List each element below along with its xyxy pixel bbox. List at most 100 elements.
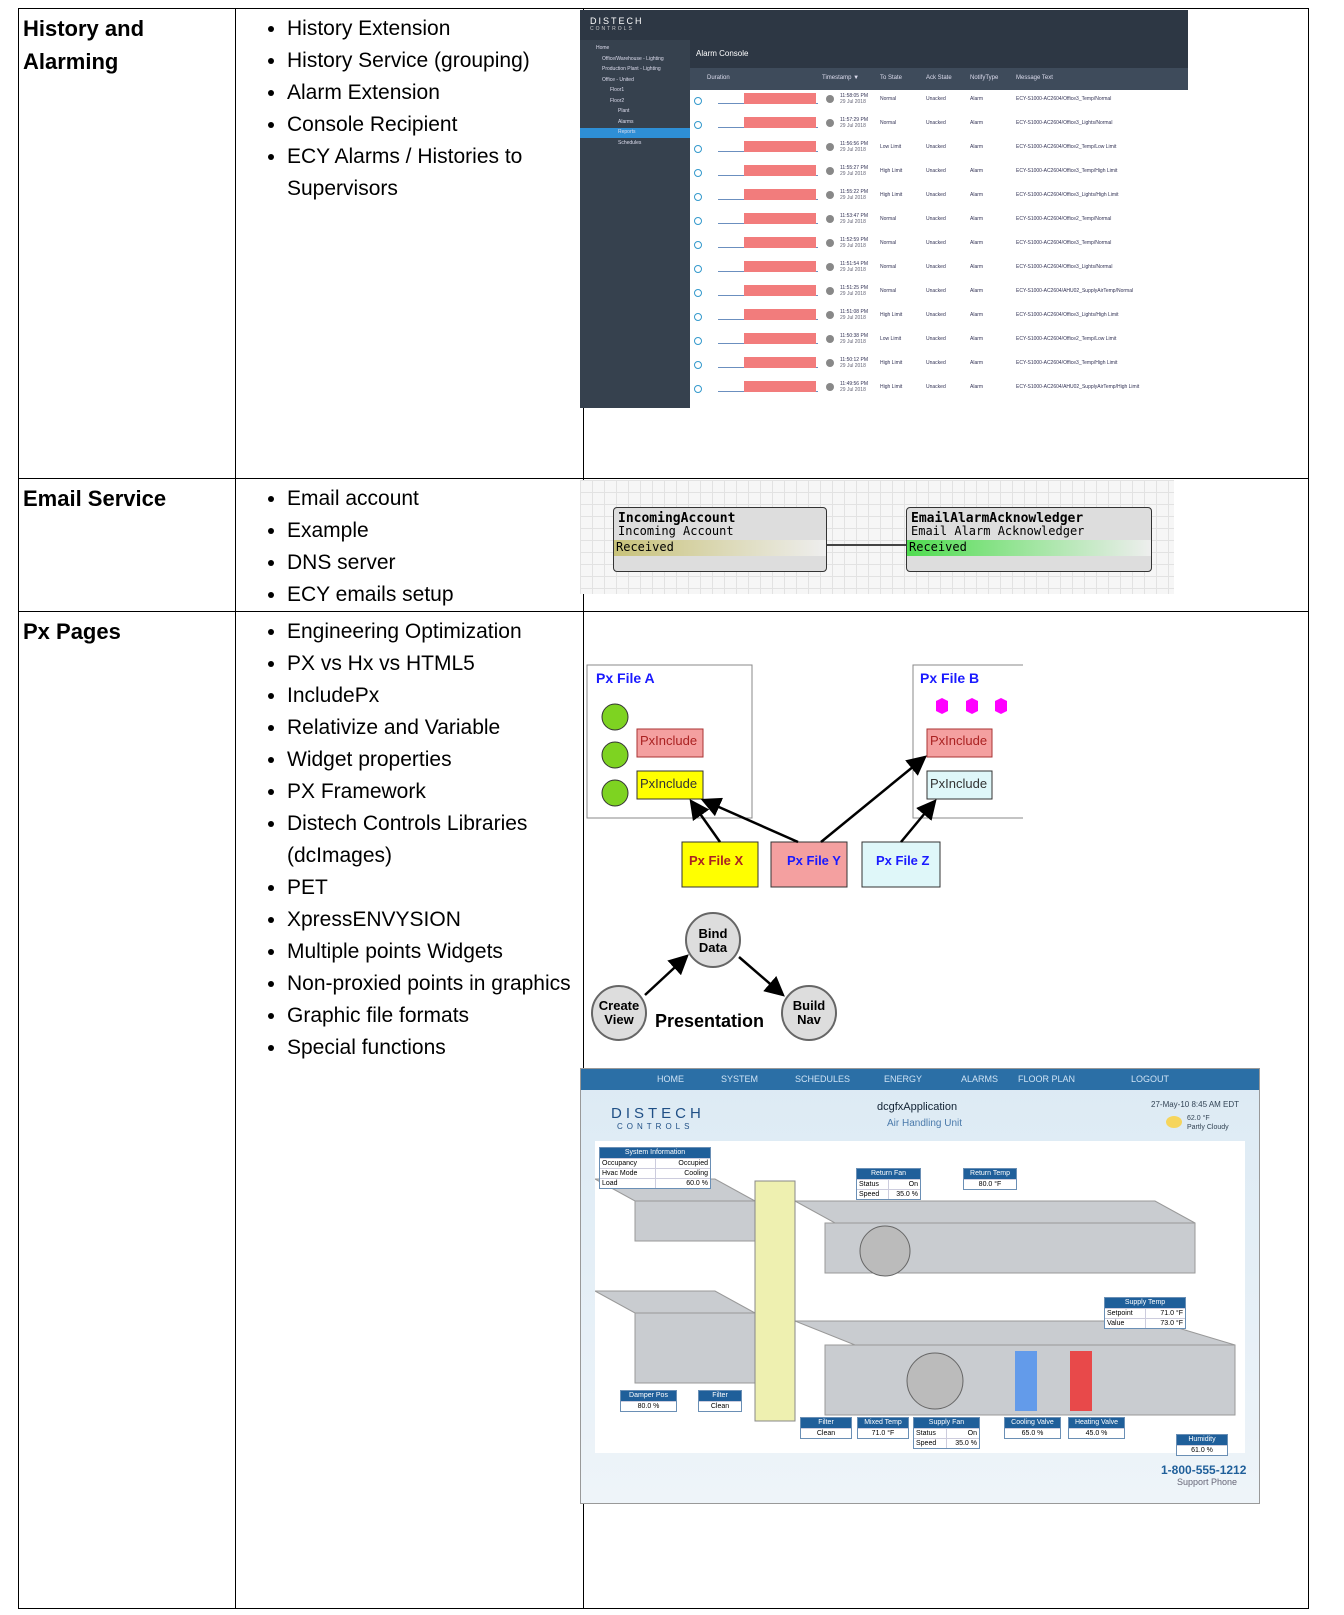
status-icon	[694, 265, 702, 273]
status-icon	[694, 289, 702, 297]
duration-bar	[744, 93, 816, 104]
nav-link: FLOOR PLAN	[1018, 1074, 1076, 1084]
panel-cell: 65.0 %	[1005, 1428, 1060, 1438]
panel-row: Clean	[801, 1428, 851, 1438]
alarm-time: 11:57:29 PM	[840, 117, 868, 123]
panel-cell: Hvac Mode	[600, 1168, 655, 1178]
row-heading: History and Alarming	[18, 8, 236, 479]
alarm-state: Normal	[880, 288, 897, 294]
logo: DISTECH	[611, 1105, 705, 1122]
node-type: Incoming Account	[618, 524, 734, 538]
alarm-time: 11:55:27 PM	[840, 165, 868, 171]
column-header: Duration	[707, 75, 730, 81]
panel-cell: 60.0 %	[654, 1178, 710, 1188]
logo-sub: CONTROLS	[617, 1122, 694, 1131]
source-label: Px File X	[689, 853, 744, 868]
alarm-time: 11:55:22 PM	[840, 189, 868, 195]
alarm-message: ECY-S1000-AC2604/Office3_Lights/Normal	[1016, 120, 1113, 126]
status-icon	[694, 313, 702, 321]
alarm-ack: Unacked	[926, 144, 946, 150]
alarm-time: 11:56:56 PM	[840, 141, 868, 147]
alarm-state: Low Limit	[880, 144, 902, 150]
weather-icon	[1166, 1116, 1182, 1128]
duration-bar	[744, 189, 816, 200]
data-panel: Return Temp 80.0 °F	[963, 1168, 1017, 1190]
status-icon	[694, 361, 702, 369]
topic-item: Widget properties	[287, 744, 583, 776]
panel-cell: Occupancy	[600, 1158, 655, 1168]
data-panel: Mixed Temp 71.0 °F	[857, 1417, 909, 1439]
duration-bar	[744, 309, 816, 320]
topic-item: Non-proxied points in graphics	[287, 968, 583, 1000]
panel-cell: 80.0 %	[621, 1401, 676, 1411]
topic-item: PX vs Hx vs HTML5	[287, 648, 583, 680]
alarm-state: High Limit	[880, 168, 903, 174]
ahu-screenshot: HOME SYSTEM SCHEDULES ENERGY ALARMS FLOOR PLA…	[580, 1068, 1260, 1504]
alarm-ack: Unacked	[926, 168, 946, 174]
alarm-ack: Unacked	[926, 288, 946, 294]
panel-row: 65.0 %	[1005, 1428, 1060, 1438]
panel-title: Return Temp	[964, 1169, 1016, 1179]
panel-title: Heating Valve	[1069, 1418, 1124, 1428]
status-icon	[694, 217, 702, 225]
panel-row: 80.0 %	[621, 1401, 676, 1411]
topic-item: IncludePx	[287, 680, 583, 712]
alarm-time: 11:51:08 PM	[840, 309, 868, 315]
topic-item: ECY Alarms / Histories to Supervisors	[287, 141, 583, 205]
status-icon	[694, 385, 702, 393]
panel-title: Supply Temp	[1105, 1298, 1185, 1308]
column-header: Ack State	[926, 75, 952, 81]
alarm-ack: Unacked	[926, 120, 946, 126]
data-panel: Filter Clean	[698, 1390, 742, 1412]
panel-cell: Cooling	[654, 1168, 710, 1178]
data-panel: Return Fan Status On Speed 35.0 %	[856, 1168, 921, 1200]
topic-item: DNS server	[287, 547, 583, 579]
data-panel: Heating Valve 45.0 %	[1068, 1417, 1125, 1439]
panel-row: Speed 35.0 %	[914, 1438, 979, 1448]
alarm-icon	[826, 311, 834, 319]
status-icon	[694, 169, 702, 177]
alarm-message: ECY-S1000-AC2604/Office2_Temp/Low Limit	[1016, 144, 1117, 150]
alarm-message: ECY-S1000-AC2604/AHU02_SupplyAirTemp/Nor…	[1016, 288, 1134, 294]
topic-list: Email accountExampleDNS serverECY emails…	[236, 483, 583, 611]
alarm-icon	[826, 215, 834, 223]
alarm-notify: Alarm	[970, 264, 984, 270]
topic-item: PX Framework	[287, 776, 583, 808]
panel-cell: Value	[1105, 1318, 1145, 1328]
alarm-time: 11:50:12 PM	[840, 357, 868, 363]
wiresheet-node: EmailAlarmAcknowledger Email Alarm Acknow…	[906, 507, 1152, 572]
topic-item: XpressENVYSION	[287, 904, 583, 936]
panel-cell: 71.0 °F	[1144, 1308, 1185, 1318]
nav-link: ENERGY	[884, 1074, 923, 1084]
alarm-date: 29 Jul 2018	[840, 123, 866, 129]
panel-cell: 73.0 °F	[1144, 1318, 1185, 1328]
alarm-notify: Alarm	[970, 384, 984, 390]
app-subtitle: Air Handling Unit	[887, 1118, 963, 1129]
slot-bar	[907, 540, 1151, 556]
alarm-message: ECY-S1000-AC2604/Office2_Temp/Normal	[1016, 216, 1112, 222]
alarm-message: ECY-S1000-AC2604/AHU02_SupplyAirTemp/Hig…	[1016, 384, 1140, 390]
panel-cell: 61.0 %	[1177, 1445, 1227, 1455]
wiresheet-node: IncomingAccount Incoming Account Received	[613, 507, 827, 572]
alarm-notify: Alarm	[970, 288, 984, 294]
alarm-date: 29 Jul 2018	[840, 171, 866, 177]
alarm-notify: Alarm	[970, 96, 984, 102]
alarm-notify: Alarm	[970, 360, 984, 366]
topic-item: Graphic file formats	[287, 1000, 583, 1032]
support-phone: 1-800-555-1212	[1161, 1463, 1247, 1477]
alarm-ack: Unacked	[926, 264, 946, 270]
topic-item: Special functions	[287, 1032, 583, 1064]
panel-row: Speed 35.0 %	[857, 1189, 920, 1199]
alarm-message: ECY-S1000-AC2604/Office3_Temp/High Limit	[1016, 360, 1118, 366]
topic-item: Distech Controls Libraries (dcImages)	[287, 808, 583, 872]
panel-title: Mixed Temp	[858, 1418, 908, 1428]
alarm-time: 11:51:54 PM	[840, 261, 868, 267]
alarm-state: Low Limit	[880, 336, 902, 342]
data-panel: Cooling Valve 65.0 %	[1004, 1417, 1061, 1439]
topic-item: Console Recipient	[287, 109, 583, 141]
topic-item: History Service (grouping)	[287, 45, 583, 77]
nav-link: SYSTEM	[721, 1074, 759, 1084]
alarm-notify: Alarm	[970, 144, 984, 150]
alarm-date: 29 Jul 2018	[840, 315, 866, 321]
